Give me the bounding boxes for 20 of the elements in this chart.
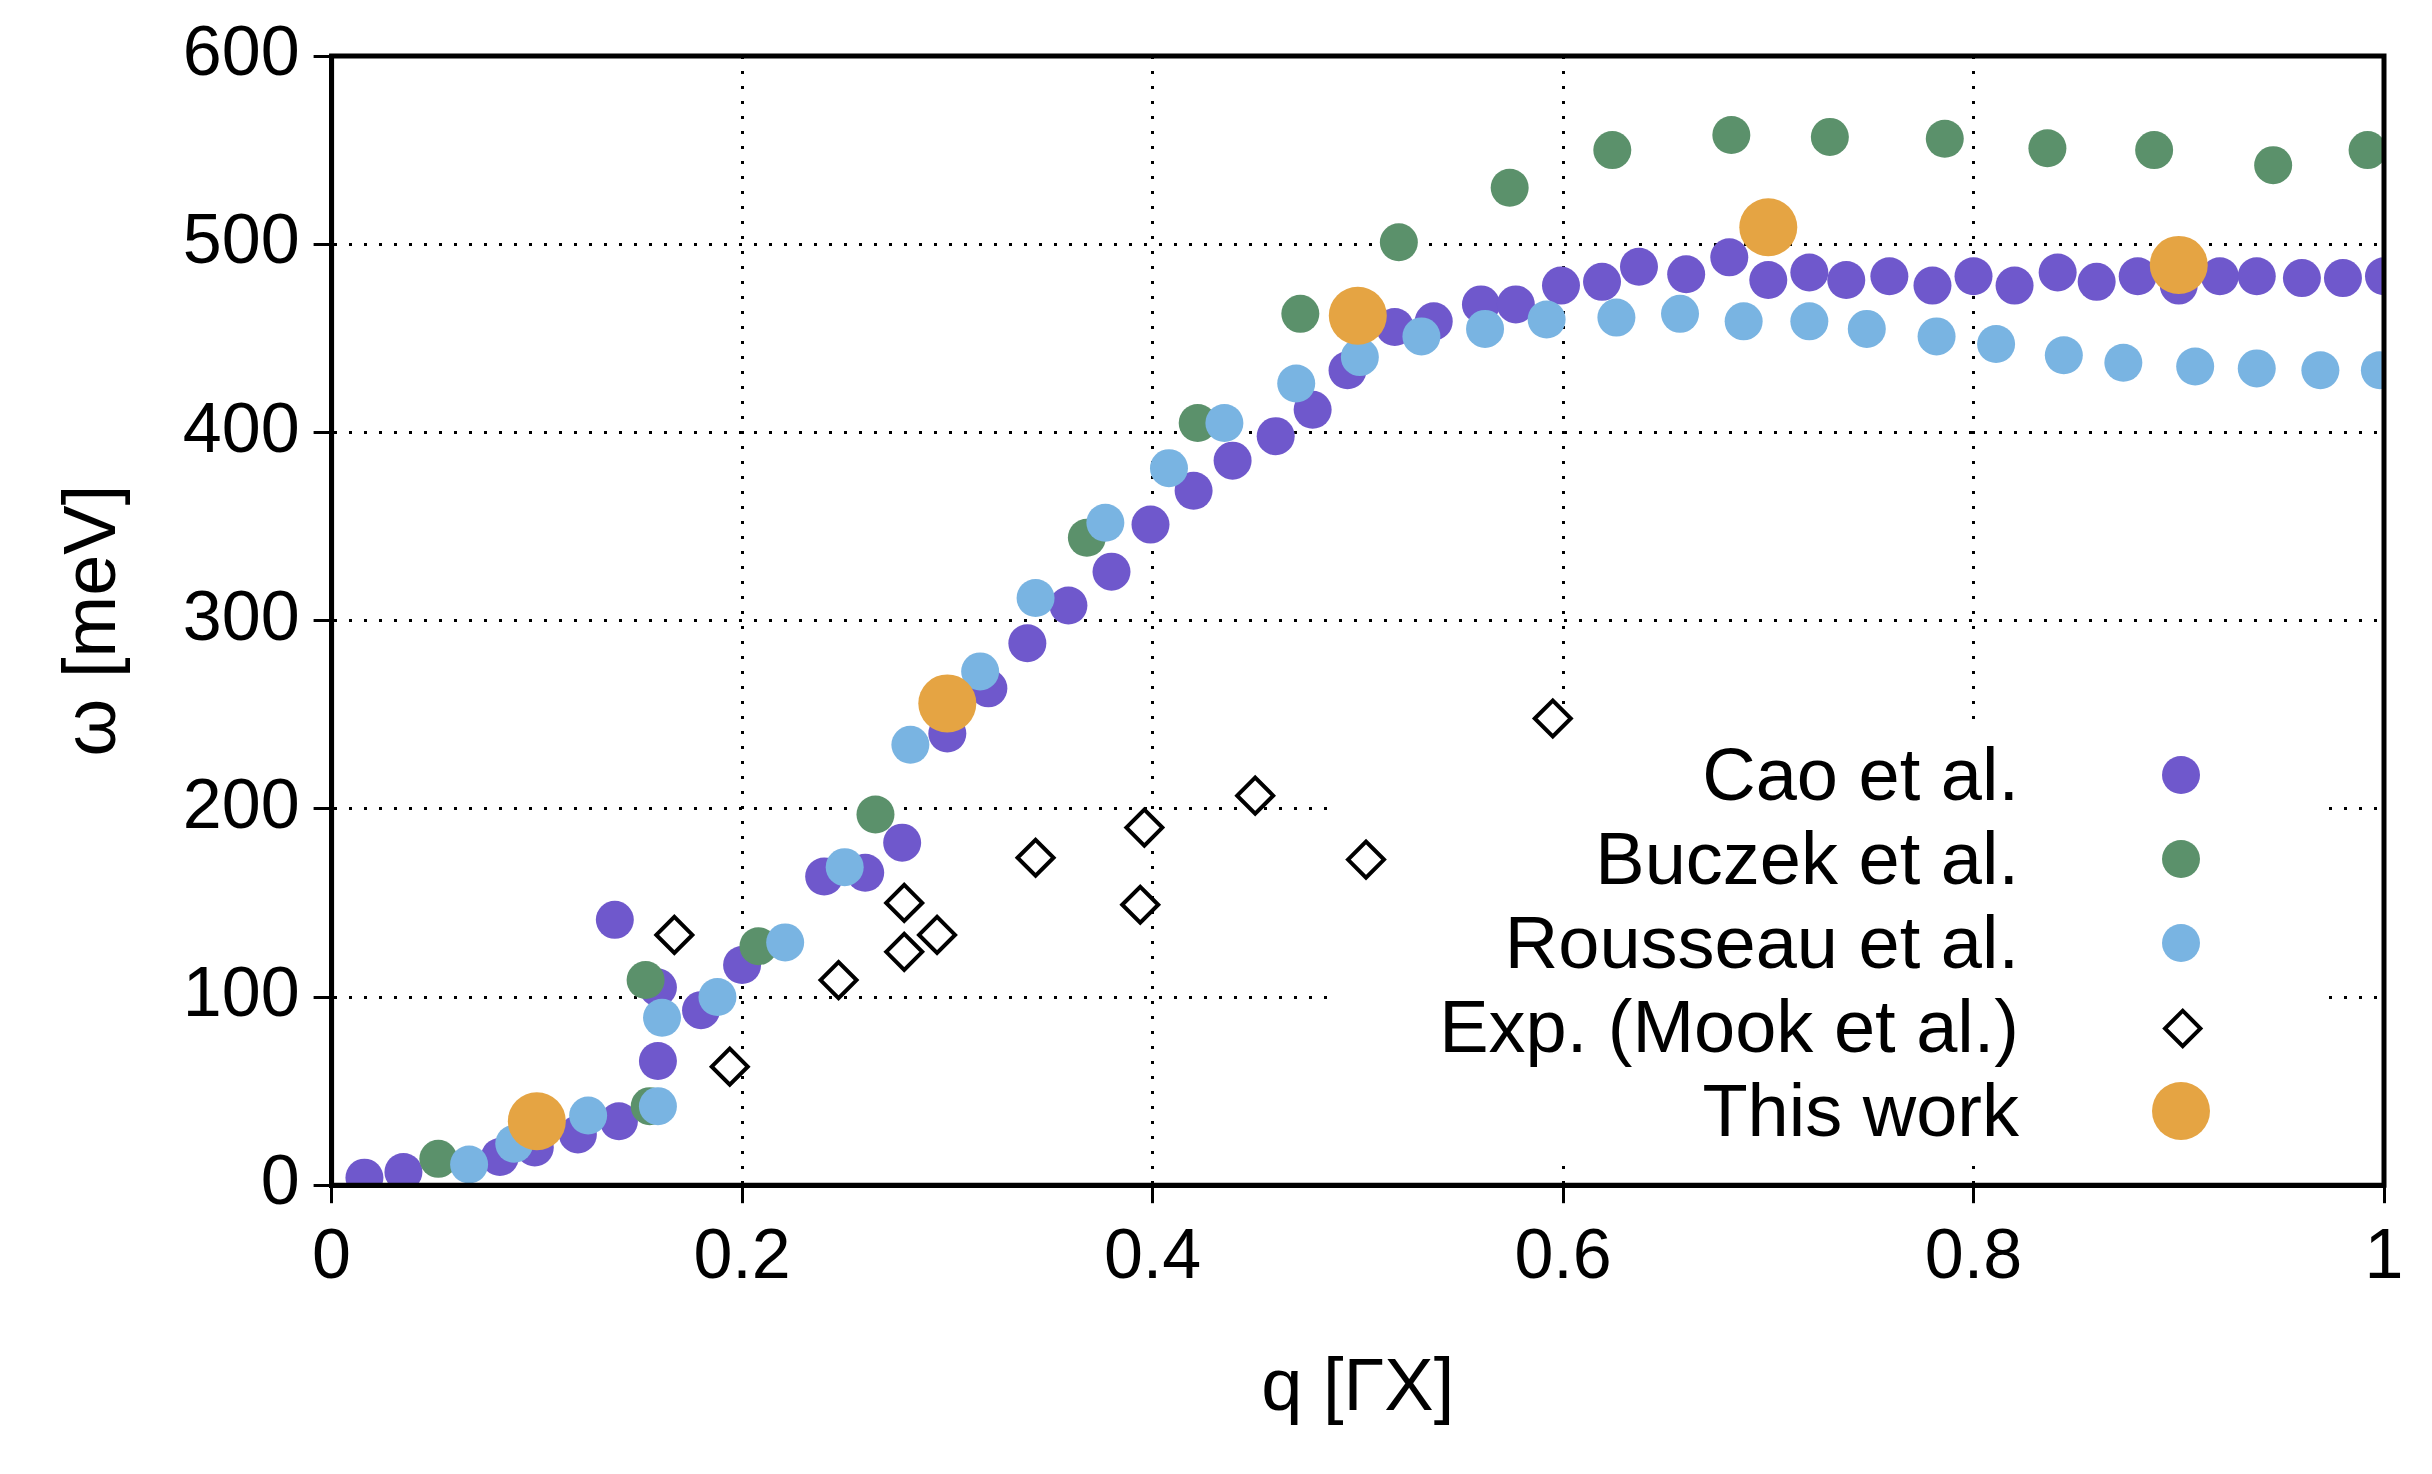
- x-tick-label: 0.6: [1514, 1215, 1612, 1294]
- y-tick-label: 300: [182, 576, 300, 655]
- x-tick-label: 0.4: [1103, 1215, 1202, 1294]
- legend-label: Cao et al.: [1702, 733, 2019, 817]
- legend-label: Rousseau et al.: [1504, 901, 2019, 985]
- y-axis-title: ω [meV]: [47, 484, 131, 757]
- legend-label: This work: [1702, 1069, 2019, 1153]
- x-axis-title: q [ΓX]: [1261, 1343, 1455, 1427]
- x-tick-label: 1: [2364, 1215, 2404, 1294]
- x-tick-label: 0: [312, 1215, 352, 1294]
- legend-label: Buczek et al.: [1595, 817, 2019, 901]
- y-tick-label: 600: [182, 12, 300, 91]
- y-tick-label: 100: [182, 953, 300, 1032]
- legend-label: Exp. (Mook et al.): [1439, 985, 2019, 1069]
- y-tick-label: 0: [260, 1141, 300, 1220]
- y-tick-label: 400: [182, 388, 300, 467]
- y-tick-label: 500: [182, 200, 300, 279]
- y-tick-label: 200: [182, 765, 300, 844]
- x-tick-label: 0.2: [693, 1215, 791, 1294]
- x-tick-label: 0.8: [1924, 1215, 2023, 1294]
